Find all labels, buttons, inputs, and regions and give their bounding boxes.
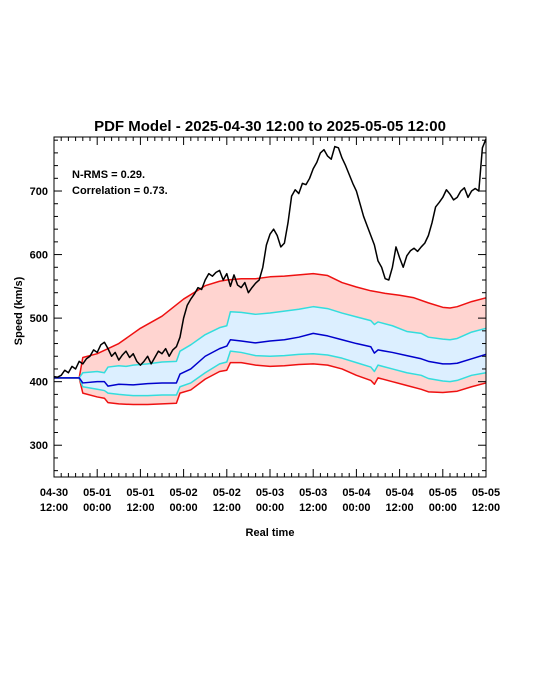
x-tick-label-date: 04-30 — [40, 487, 68, 499]
plot-area — [53, 138, 487, 406]
observed-line — [53, 138, 487, 378]
y-tick-label: 600 — [30, 250, 48, 262]
x-tick-label-date: 05-04 — [386, 487, 415, 499]
x-tick-label-time: 12:00 — [126, 502, 154, 514]
x-tick-label-date: 05-02 — [170, 487, 198, 499]
x-tick-label-time: 12:00 — [40, 502, 68, 514]
y-tick-label: 500 — [30, 313, 48, 325]
axes: 300 400 500 600 700 04-30 12:00 05-01 00:00 05-01… — [30, 136, 500, 514]
x-tick-label-time: 00:00 — [342, 502, 370, 514]
inner-band-fill — [54, 306, 486, 396]
x-axis-label: Real time — [246, 527, 295, 539]
x-tick-label-date: 05-04 — [342, 487, 371, 499]
outer-upper-line — [54, 272, 487, 379]
x-tick-label-time: 12:00 — [472, 502, 500, 514]
x-tick-label-time: 12:00 — [299, 502, 327, 514]
x-tick-label-date: 05-05 — [472, 487, 500, 499]
correlation-annotation: Correlation = 0.73. — [72, 185, 168, 197]
y-axis-label: Speed (km/s) — [13, 276, 25, 345]
x-tick-label-time: 00:00 — [83, 502, 111, 514]
y-tick-label: 300 — [30, 440, 48, 452]
x-tick-label-date: 05-02 — [213, 487, 241, 499]
nrms-annotation: N-RMS = 0.29. — [72, 169, 145, 181]
x-tick-label-date: 05-03 — [299, 487, 327, 499]
chart-title: PDF Model - 2025-04-30 12:00 to 2025-05-… — [94, 118, 446, 135]
inner-lower-line — [54, 350, 487, 397]
x-tick-label-date: 05-01 — [83, 487, 111, 499]
x-tick-label-time: 12:00 — [386, 502, 414, 514]
x-tick-label-time: 00:00 — [170, 502, 198, 514]
x-tick-label-time: 12:00 — [213, 502, 241, 514]
x-tick-label-date: 05-05 — [429, 487, 457, 499]
outer-lower-line — [54, 361, 487, 406]
y-tick-label: 400 — [30, 377, 48, 389]
x-tick-label-time: 00:00 — [429, 502, 457, 514]
x-tick-label-time: 00:00 — [256, 502, 284, 514]
y-tick-label: 700 — [30, 186, 48, 198]
x-tick-label-date: 05-01 — [126, 487, 154, 499]
median-line — [54, 332, 487, 387]
x-tick-label-date: 05-03 — [256, 487, 284, 499]
inner-upper-line — [54, 305, 487, 379]
